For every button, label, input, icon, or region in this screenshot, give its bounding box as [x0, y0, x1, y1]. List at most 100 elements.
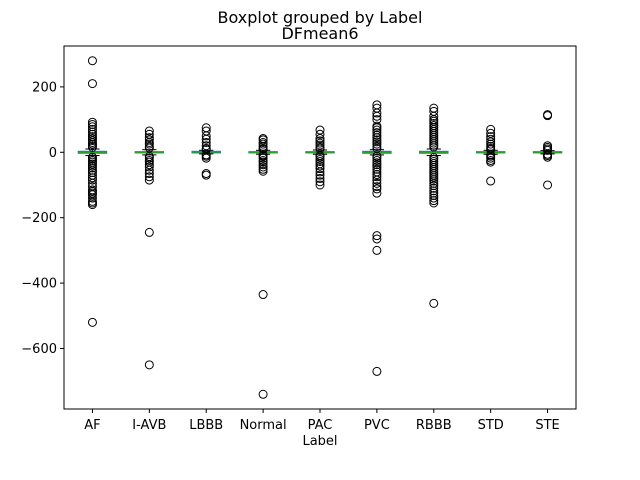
flier-point	[258, 157, 268, 167]
flier-point	[486, 145, 496, 155]
y-tick-label: −200	[21, 211, 57, 226]
flier-point	[201, 141, 211, 151]
flier-point	[144, 175, 154, 185]
flier-point	[372, 182, 382, 192]
flier-point	[87, 127, 97, 137]
flier-point	[372, 366, 382, 376]
flier-point	[429, 196, 439, 206]
x-tick-label: STD	[478, 418, 504, 433]
y-tick-label: 0	[49, 146, 57, 161]
flier-point	[87, 79, 97, 89]
flier-point	[486, 139, 496, 149]
flier-point	[258, 166, 268, 176]
flier-point	[258, 139, 268, 149]
box-ste	[532, 110, 563, 190]
flier-point	[144, 169, 154, 179]
flier-point	[315, 134, 325, 144]
flier-point	[315, 152, 325, 162]
flier-point	[87, 317, 97, 327]
flier-point	[315, 180, 325, 190]
chart-title: DFmean6	[281, 24, 359, 43]
flier-point	[429, 176, 439, 186]
flier-point	[372, 160, 382, 170]
x-tick-label: Normal	[240, 418, 287, 433]
flier-point	[144, 133, 154, 143]
flier-point	[372, 153, 382, 163]
box-normal	[248, 134, 278, 399]
flier-point	[315, 125, 325, 135]
flier-point	[543, 111, 553, 121]
flier-point	[87, 193, 97, 203]
flier-point	[429, 183, 439, 193]
flier-point	[258, 389, 268, 399]
flier-point	[201, 170, 211, 180]
flier-point	[486, 157, 496, 167]
x-tick-label: STE	[535, 418, 559, 433]
flier-point	[372, 172, 382, 182]
flier-point	[87, 56, 97, 66]
box-std	[475, 124, 506, 186]
flier-point	[315, 170, 325, 180]
flier-point	[543, 152, 553, 162]
flier-point	[486, 124, 496, 134]
flier-point	[315, 140, 325, 150]
flier-point	[87, 163, 97, 173]
flier-point	[144, 153, 154, 163]
flier-point	[201, 153, 211, 163]
flier-point	[372, 139, 382, 149]
box-pvc	[362, 100, 392, 376]
x-tick-label: LBBB	[189, 418, 223, 433]
flier-point	[486, 134, 496, 144]
flier-point	[315, 177, 325, 187]
flier-point	[372, 184, 382, 194]
x-tick-label: I-AVB	[132, 418, 166, 433]
box-lbbb	[191, 123, 221, 180]
flier-point	[144, 143, 154, 153]
flier-point	[486, 176, 496, 186]
box-af	[77, 56, 108, 327]
flier-point	[486, 153, 496, 163]
x-tick-label: PAC	[308, 418, 333, 433]
box-rbbb	[419, 103, 449, 308]
flier-point	[372, 137, 382, 147]
flier-point	[543, 180, 553, 190]
flier-point	[372, 175, 382, 185]
flier-point	[144, 162, 154, 172]
chart-suptitle: Boxplot grouped by Label	[217, 8, 423, 27]
flier-point	[315, 167, 325, 177]
flier-point	[315, 173, 325, 183]
x-axis-label: Label	[302, 434, 338, 449]
flier-point	[372, 178, 382, 188]
flier-point	[372, 111, 382, 121]
y-tick-label: −600	[21, 342, 57, 357]
flier-point	[372, 170, 382, 180]
flier-point	[87, 142, 97, 152]
flier-point	[144, 139, 154, 149]
flier-point	[258, 135, 268, 145]
flier-point	[201, 131, 211, 141]
flier-point	[144, 360, 154, 370]
x-tick-label: AF	[84, 418, 100, 433]
flier-point	[372, 108, 382, 118]
flier-point	[372, 130, 382, 140]
flier-point	[429, 193, 439, 203]
flier-point	[315, 161, 325, 171]
flier-point	[429, 186, 439, 196]
flier-point	[201, 134, 211, 144]
flier-point	[87, 175, 97, 185]
flier-point	[87, 117, 97, 127]
box-i-avb	[134, 126, 165, 370]
flier-point	[87, 173, 97, 183]
flier-point	[372, 234, 382, 244]
flier-point	[372, 245, 382, 255]
flier-point	[201, 145, 211, 155]
flier-point	[258, 153, 268, 163]
flier-point	[258, 160, 268, 170]
flier-point	[372, 188, 382, 198]
y-tick-label: −400	[21, 277, 57, 292]
flier-point	[144, 126, 154, 136]
flier-point	[201, 137, 211, 147]
x-tick-label: RBBB	[416, 418, 452, 433]
flier-point	[87, 200, 97, 210]
